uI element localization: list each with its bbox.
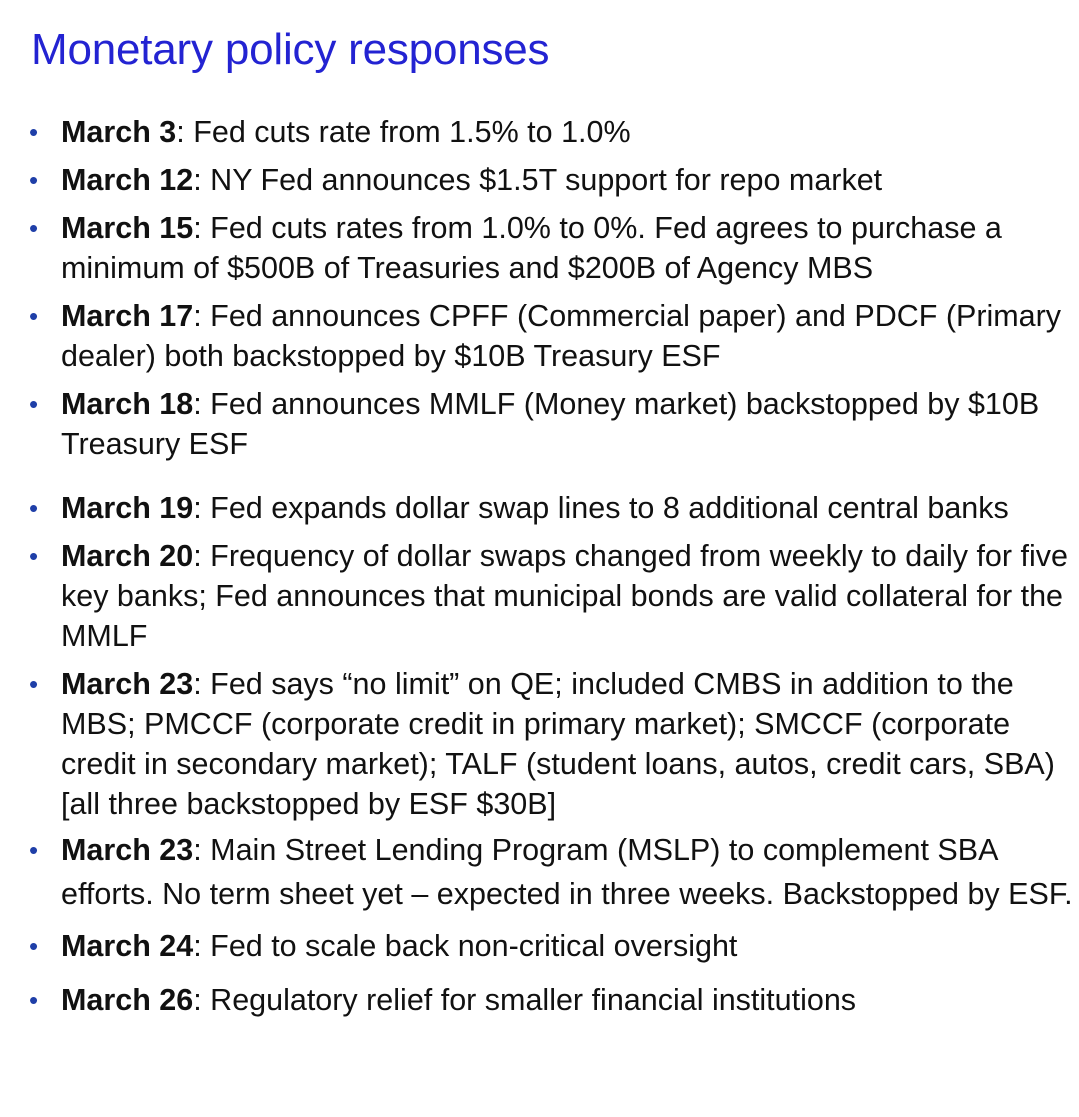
- bullet-icon: •: [29, 669, 39, 699]
- item-text: : Fed to scale back non-critical oversig…: [193, 929, 738, 963]
- list-item: • March 3: Fed cuts rate from 1.5% to 1.0…: [0, 112, 1079, 152]
- slide-title: Monetary policy responses: [31, 25, 550, 74]
- item-date: March 23: [61, 667, 194, 701]
- item-text: : Fed announces CPFF (Commercial paper) …: [61, 299, 1062, 373]
- list-item: • March 24: Fed to scale back non-critica…: [0, 926, 1079, 966]
- item-text: : Frequency of dollar swaps changed from…: [61, 539, 1068, 653]
- bullet-icon: •: [29, 301, 39, 331]
- bullet-icon: •: [29, 493, 39, 523]
- list-item: • March 23: Main Street Lending Program (…: [0, 828, 1079, 916]
- item-date: March 12: [61, 163, 194, 197]
- list-item: • March 20: Frequency of dollar swaps cha…: [0, 536, 1079, 656]
- item-date: March 15: [61, 211, 194, 245]
- item-text: : Fed says “no limit” on QE; included CM…: [61, 667, 1055, 821]
- bullet-icon: •: [29, 985, 39, 1015]
- list-item: • March 15: Fed cuts rates from 1.0% to 0…: [0, 208, 1079, 288]
- item-date: March 26: [61, 983, 194, 1017]
- item-date: March 17: [61, 299, 194, 333]
- item-text: : Regulatory relief for smaller financia…: [193, 983, 857, 1017]
- bullet-icon: •: [29, 165, 39, 195]
- list-item: • March 23: Fed says “no limit” on QE; in…: [0, 664, 1079, 824]
- bullet-icon: •: [29, 213, 39, 243]
- item-text: : Fed cuts rate from 1.5% to 1.0%: [176, 115, 631, 149]
- list-item: • March 26: Regulatory relief for smaller…: [0, 980, 1079, 1020]
- list-item: • March 18: Fed announces MMLF (Money mar…: [0, 384, 1079, 464]
- list-item: • March 19: Fed expands dollar swap lines…: [0, 488, 1079, 528]
- bullet-icon: •: [29, 389, 39, 419]
- item-date: March 19: [61, 491, 194, 525]
- item-date: March 24: [61, 929, 194, 963]
- item-text: : Main Street Lending Program (MSLP) to …: [61, 833, 1073, 911]
- item-text: : Fed cuts rates from 1.0% to 0%. Fed ag…: [61, 211, 1002, 285]
- list-item: • March 17: Fed announces CPFF (Commercia…: [0, 296, 1079, 376]
- bullet-icon: •: [29, 931, 39, 961]
- bullet-list: • March 3: Fed cuts rate from 1.5% to 1.0…: [0, 112, 1079, 1020]
- item-text: : NY Fed announces $1.5T support for rep…: [193, 163, 883, 197]
- bullet-icon: •: [29, 835, 39, 865]
- item-date: March 18: [61, 387, 194, 421]
- item-text: : Fed expands dollar swap lines to 8 add…: [193, 491, 1009, 525]
- item-date: March 23: [61, 833, 194, 867]
- item-date: March 20: [61, 539, 194, 573]
- bullet-icon: •: [29, 541, 39, 571]
- item-date: March 3: [61, 115, 177, 149]
- item-text: : Fed announces MMLF (Money market) back…: [61, 387, 1040, 461]
- list-item: • March 12: NY Fed announces $1.5T suppor…: [0, 160, 1079, 200]
- bullet-icon: •: [29, 117, 39, 147]
